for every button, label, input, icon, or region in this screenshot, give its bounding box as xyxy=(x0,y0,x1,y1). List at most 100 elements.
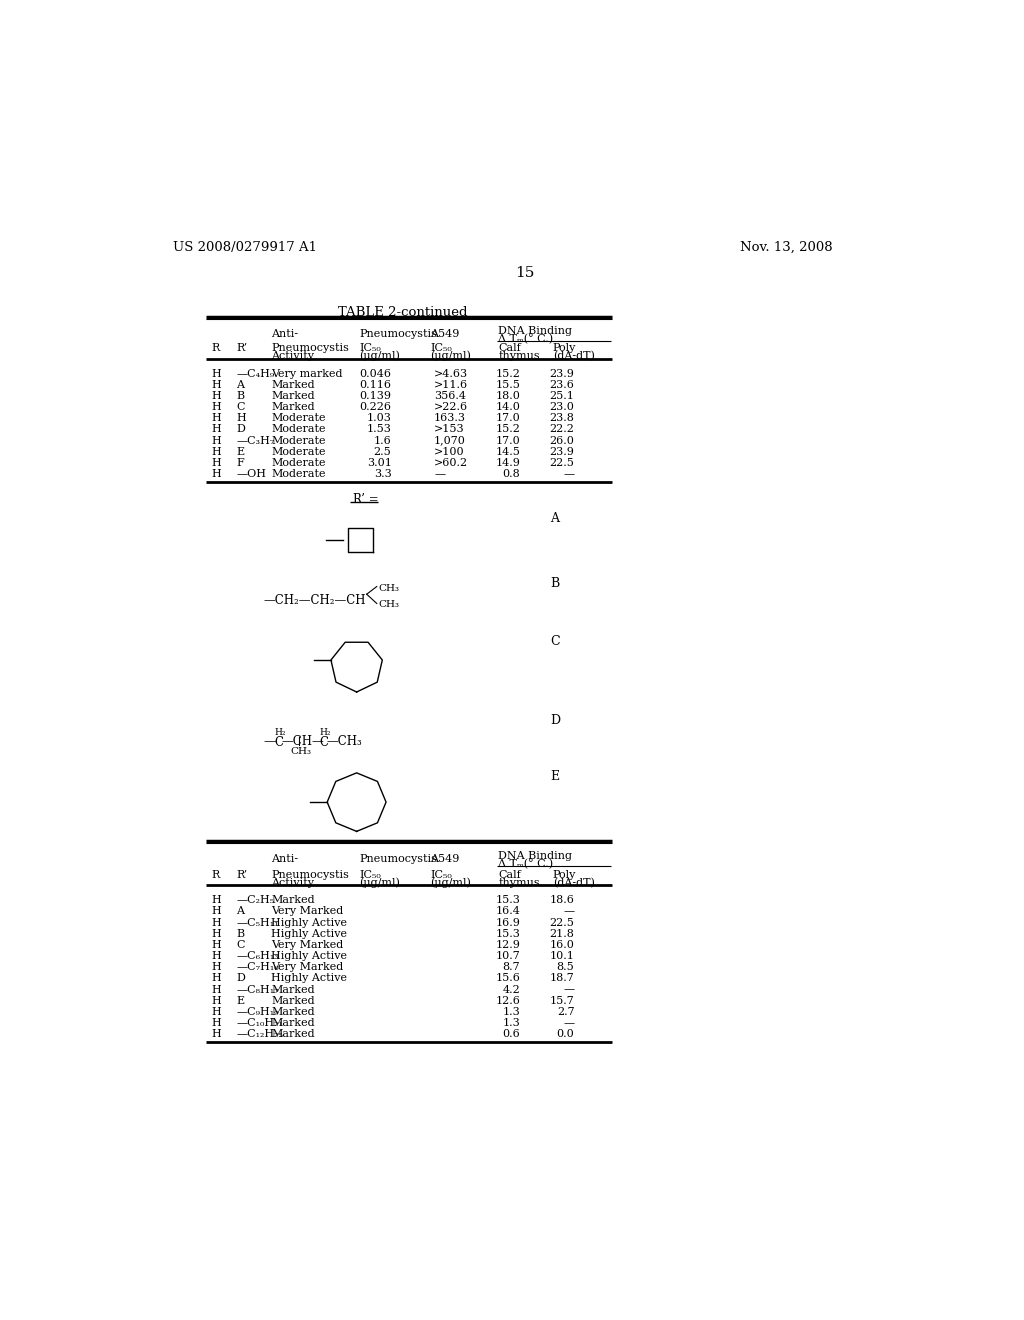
Text: Moderate: Moderate xyxy=(271,425,326,434)
Text: 356.4: 356.4 xyxy=(434,391,466,401)
Text: 26.0: 26.0 xyxy=(550,436,574,446)
Text: H: H xyxy=(212,995,221,1006)
Text: H₂: H₂ xyxy=(274,729,286,737)
Text: 18.7: 18.7 xyxy=(550,973,574,983)
Text: Pneumocystis: Pneumocystis xyxy=(271,343,349,354)
Text: —C₈H₁₇: —C₈H₁₇ xyxy=(237,985,280,994)
Text: H: H xyxy=(212,895,221,906)
Text: 1.3: 1.3 xyxy=(503,1007,520,1016)
Text: —: — xyxy=(434,469,445,479)
Text: 8.7: 8.7 xyxy=(503,962,520,973)
Text: (μg/ml): (μg/ml) xyxy=(430,351,471,362)
Text: H: H xyxy=(212,469,221,479)
Text: H: H xyxy=(237,413,246,424)
Text: >22.6: >22.6 xyxy=(434,403,468,412)
Text: Marked: Marked xyxy=(271,895,315,906)
Text: R’: R’ xyxy=(237,343,248,354)
Text: (dA-dT): (dA-dT) xyxy=(553,878,595,888)
Text: Highly Active: Highly Active xyxy=(271,929,347,939)
Text: (μg/ml): (μg/ml) xyxy=(359,878,399,888)
Text: Anti-: Anti- xyxy=(271,330,299,339)
Text: IC₅₀: IC₅₀ xyxy=(359,343,381,354)
Text: Marked: Marked xyxy=(271,380,315,389)
Text: 0.8: 0.8 xyxy=(503,469,520,479)
Text: 15.7: 15.7 xyxy=(550,995,574,1006)
Text: 15.5: 15.5 xyxy=(496,380,520,389)
Text: Moderate: Moderate xyxy=(271,436,326,446)
Text: 0.139: 0.139 xyxy=(359,391,391,401)
Text: IC₅₀: IC₅₀ xyxy=(359,870,381,880)
Text: Very marked: Very marked xyxy=(271,368,343,379)
Text: C: C xyxy=(237,940,245,950)
Text: Nov. 13, 2008: Nov. 13, 2008 xyxy=(740,240,833,253)
Text: 2.5: 2.5 xyxy=(374,446,391,457)
Text: 1.6: 1.6 xyxy=(374,436,391,446)
Text: 8.5: 8.5 xyxy=(557,962,574,973)
Text: H: H xyxy=(212,985,221,994)
Text: H: H xyxy=(212,940,221,950)
Text: B: B xyxy=(237,929,245,939)
Text: >60.2: >60.2 xyxy=(434,458,468,467)
Text: 12.6: 12.6 xyxy=(496,995,520,1006)
Text: H: H xyxy=(212,458,221,467)
Text: D: D xyxy=(237,973,246,983)
Text: Anti-: Anti- xyxy=(271,854,299,865)
Text: —: — xyxy=(563,469,574,479)
Text: 0.0: 0.0 xyxy=(557,1030,574,1039)
Text: thymus: thymus xyxy=(499,878,540,887)
Text: IC₅₀: IC₅₀ xyxy=(430,343,452,354)
Text: IC₅₀: IC₅₀ xyxy=(430,870,452,880)
Text: 0.6: 0.6 xyxy=(503,1030,520,1039)
Text: H: H xyxy=(212,962,221,973)
Text: B: B xyxy=(550,577,560,590)
Text: >153: >153 xyxy=(434,425,465,434)
Text: CH₃: CH₃ xyxy=(378,599,399,609)
Text: Moderate: Moderate xyxy=(271,458,326,467)
Text: Very Marked: Very Marked xyxy=(271,907,344,916)
Text: H: H xyxy=(212,380,221,389)
Text: Moderate: Moderate xyxy=(271,446,326,457)
Text: A: A xyxy=(550,512,559,525)
Text: R’ =: R’ = xyxy=(352,492,379,506)
Text: 23.0: 23.0 xyxy=(550,403,574,412)
Text: 15.3: 15.3 xyxy=(496,929,520,939)
Text: Calf: Calf xyxy=(499,343,521,354)
Text: 15.6: 15.6 xyxy=(496,973,520,983)
Text: 1,070: 1,070 xyxy=(434,436,466,446)
Text: 15.2: 15.2 xyxy=(496,425,520,434)
Text: 0.226: 0.226 xyxy=(359,403,391,412)
Text: A: A xyxy=(237,380,245,389)
Text: CH₃: CH₃ xyxy=(378,585,399,593)
Text: —C₁₂H₂₅: —C₁₂H₂₅ xyxy=(237,1030,284,1039)
Text: —OH: —OH xyxy=(237,469,266,479)
Text: Marked: Marked xyxy=(271,985,315,994)
Text: 14.9: 14.9 xyxy=(496,458,520,467)
Text: 2.7: 2.7 xyxy=(557,1007,574,1016)
Text: Moderate: Moderate xyxy=(271,469,326,479)
Text: E: E xyxy=(237,446,245,457)
Text: Δ Tₘ(° C.): Δ Tₘ(° C.) xyxy=(499,859,554,870)
Text: 22.5: 22.5 xyxy=(550,458,574,467)
Text: —: — xyxy=(263,735,276,748)
Text: H: H xyxy=(212,952,221,961)
Text: 15: 15 xyxy=(515,267,535,280)
Text: 17.0: 17.0 xyxy=(496,436,520,446)
Text: H: H xyxy=(212,973,221,983)
Text: 1.53: 1.53 xyxy=(367,425,391,434)
Text: Moderate: Moderate xyxy=(271,413,326,424)
Text: Very Marked: Very Marked xyxy=(271,962,344,973)
Text: Δ Tₘ(° C.): Δ Tₘ(° C.) xyxy=(499,334,554,345)
Text: 14.0: 14.0 xyxy=(496,403,520,412)
Text: —C₁₀H₂₁: —C₁₀H₂₁ xyxy=(237,1018,284,1028)
Text: 18.6: 18.6 xyxy=(550,895,574,906)
Text: 12.9: 12.9 xyxy=(496,940,520,950)
Text: Activity: Activity xyxy=(271,878,314,887)
Text: Poly: Poly xyxy=(553,343,577,354)
Text: Marked: Marked xyxy=(271,391,315,401)
Text: 22.2: 22.2 xyxy=(550,425,574,434)
Text: Pneumocystis: Pneumocystis xyxy=(359,330,437,339)
Text: A549: A549 xyxy=(430,330,460,339)
Text: R’: R’ xyxy=(237,870,248,880)
Text: 3.01: 3.01 xyxy=(367,458,391,467)
Text: 1.3: 1.3 xyxy=(503,1018,520,1028)
